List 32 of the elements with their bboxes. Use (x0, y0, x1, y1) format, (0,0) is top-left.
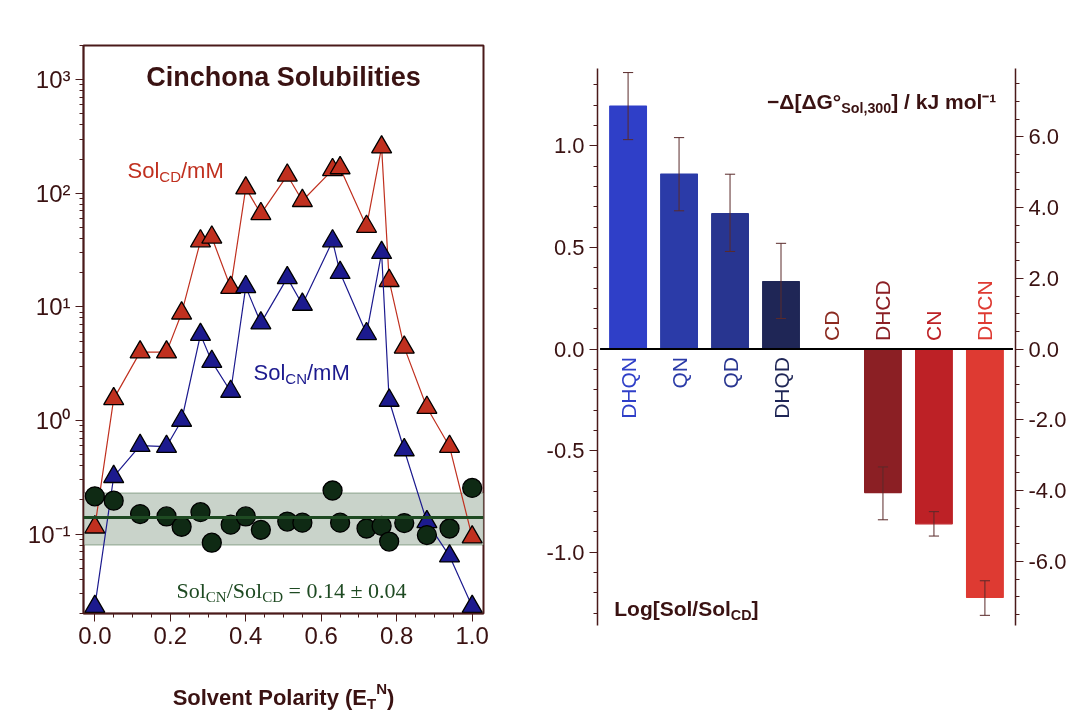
x-tick-label: CD (820, 310, 844, 342)
x-tick-label: 0.8 (380, 621, 414, 649)
y2-tick-label: 4.0 (1028, 195, 1060, 221)
y-tick-label: 10⁰ (35, 407, 71, 434)
y-tick-label: 0.5 (553, 234, 585, 260)
y-tick-label: 10⁻¹ (27, 520, 71, 548)
y-tick-label: -0.5 (546, 438, 585, 464)
y2-tick-label: -2.0 (1028, 407, 1067, 433)
x-tick-label: QD (718, 357, 742, 389)
x-tick-label: 0.4 (229, 621, 263, 649)
y-tick-label: 10¹ (35, 293, 71, 321)
y-tick-label: 1.0 (553, 133, 585, 159)
text: Cinchona Solubilities (146, 61, 421, 92)
x-tick-label: 0.2 (153, 621, 187, 649)
x-tick-label: 0.6 (304, 621, 338, 649)
x-tick-label: DHQD (769, 357, 793, 419)
y2-tick-label: 6.0 (1028, 124, 1060, 150)
y2-tick-label: -6.0 (1028, 548, 1067, 574)
x-tick-label: DHQN (616, 357, 640, 419)
x-tick-label: DHCN (973, 280, 997, 342)
y-tick-label: 10³ (35, 66, 71, 94)
y2-tick-label: 0.0 (1028, 336, 1060, 362)
y-tick-label: 10² (35, 179, 71, 207)
x-tick-label: DHCD (871, 280, 895, 342)
y-tick-label: -1.0 (546, 539, 585, 565)
x-tick-label: 0.0 (78, 621, 112, 649)
x-tick-label: CN (922, 310, 946, 342)
y-tick-label: 0.0 (553, 336, 585, 362)
y2-tick-label: -4.0 (1028, 478, 1067, 504)
y2-tick-label: 2.0 (1028, 265, 1060, 291)
x-tick-label: QN (667, 357, 691, 389)
x-tick-label: 1.0 (455, 621, 489, 649)
